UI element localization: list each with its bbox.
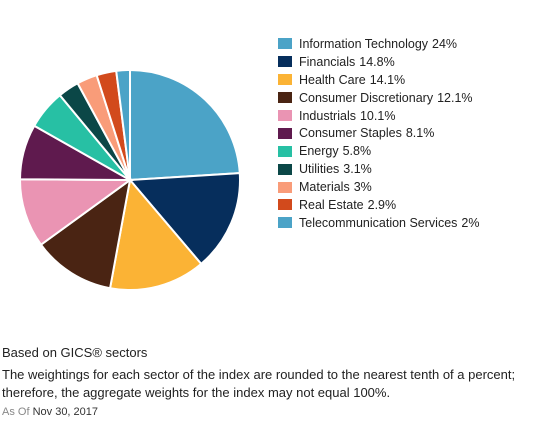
legend-item: Consumer Staples 8.1% — [278, 124, 479, 142]
legend-swatch — [278, 181, 292, 193]
legend-item: Consumer Discretionary 12.1% — [278, 89, 479, 107]
legend-value: 8.1% — [405, 126, 435, 141]
legend-label: Real Estate — [299, 197, 364, 212]
chart-legend: Information Technology 24% Financials 14.8%… — [278, 35, 479, 232]
legend-value: 5.8% — [342, 144, 372, 159]
pie-slices — [18, 68, 241, 291]
legend-item: Health Care 14.1% — [278, 71, 479, 89]
pie-slice-financials — [127, 172, 241, 266]
pie-slice-telecommunication-services — [115, 68, 131, 181]
gics-note: Based on GICS® sectors — [2, 345, 148, 360]
legend-value: 10.1% — [359, 108, 396, 123]
legend-label: Financials — [299, 54, 356, 69]
legend-item: Real Estate 2.9% — [278, 196, 479, 214]
as-of-line: As Of Nov 30, 2017 — [2, 406, 550, 418]
legend-item: Financials 14.8% — [278, 53, 479, 71]
pie-chart — [18, 68, 241, 291]
legend-item: Energy 5.8% — [278, 142, 479, 160]
pie-slice-information-technology — [129, 68, 241, 182]
legend-label: Consumer Staples — [299, 126, 402, 141]
legend-item: Utilities 3.1% — [278, 160, 479, 178]
legend-item: Materials 3% — [278, 178, 479, 196]
legend-swatch — [278, 74, 292, 86]
legend-item: Industrials 10.1% — [278, 107, 479, 125]
legend-value: 24% — [432, 36, 458, 51]
legend-swatch — [278, 110, 292, 121]
pie-slice-consumer-discretionary — [39, 177, 132, 290]
legend-label: Information Technology — [299, 36, 429, 51]
pie-slice-health-care — [108, 177, 203, 291]
legend-value: 3.1% — [343, 162, 372, 177]
legend-swatch — [278, 145, 292, 157]
as-of-label: As Of — [2, 406, 30, 418]
legend-label: Industrials — [299, 108, 356, 123]
legend-value: 2% — [461, 215, 480, 230]
chart-footnotes: Based on GICS® sectors The weightings fo… — [2, 345, 550, 418]
legend-label: Materials — [299, 180, 350, 195]
legend-label: Consumer Discretionary — [299, 90, 434, 105]
legend-swatch — [278, 163, 292, 175]
rounding-note: The weightings for each sector of the in… — [2, 367, 516, 400]
legend-swatch — [278, 217, 292, 229]
legend-swatch — [278, 199, 292, 211]
legend-value: 3% — [353, 180, 372, 195]
legend-label: Health Care — [299, 72, 366, 87]
legend-swatch — [278, 127, 292, 139]
sector-weights-chart: Information Technology 24% Financials 14.8%… — [18, 35, 479, 291]
legend-value: 12.1% — [437, 90, 473, 105]
legend-label: Telecommunication Services — [299, 215, 458, 230]
legend-value: 2.9% — [367, 197, 397, 212]
legend-swatch — [278, 56, 292, 68]
legend-item: Telecommunication Services 2% — [278, 214, 479, 232]
legend-swatch — [278, 38, 292, 50]
legend-item: Information Technology 24% — [278, 35, 479, 53]
legend-swatch — [278, 92, 292, 104]
legend-label: Utilities — [299, 162, 340, 177]
as-of-date: Nov 30, 2017 — [32, 406, 99, 418]
legend-value: 14.8% — [359, 54, 395, 69]
legend-label: Energy — [299, 144, 339, 159]
legend-value: 14.1% — [369, 72, 406, 87]
